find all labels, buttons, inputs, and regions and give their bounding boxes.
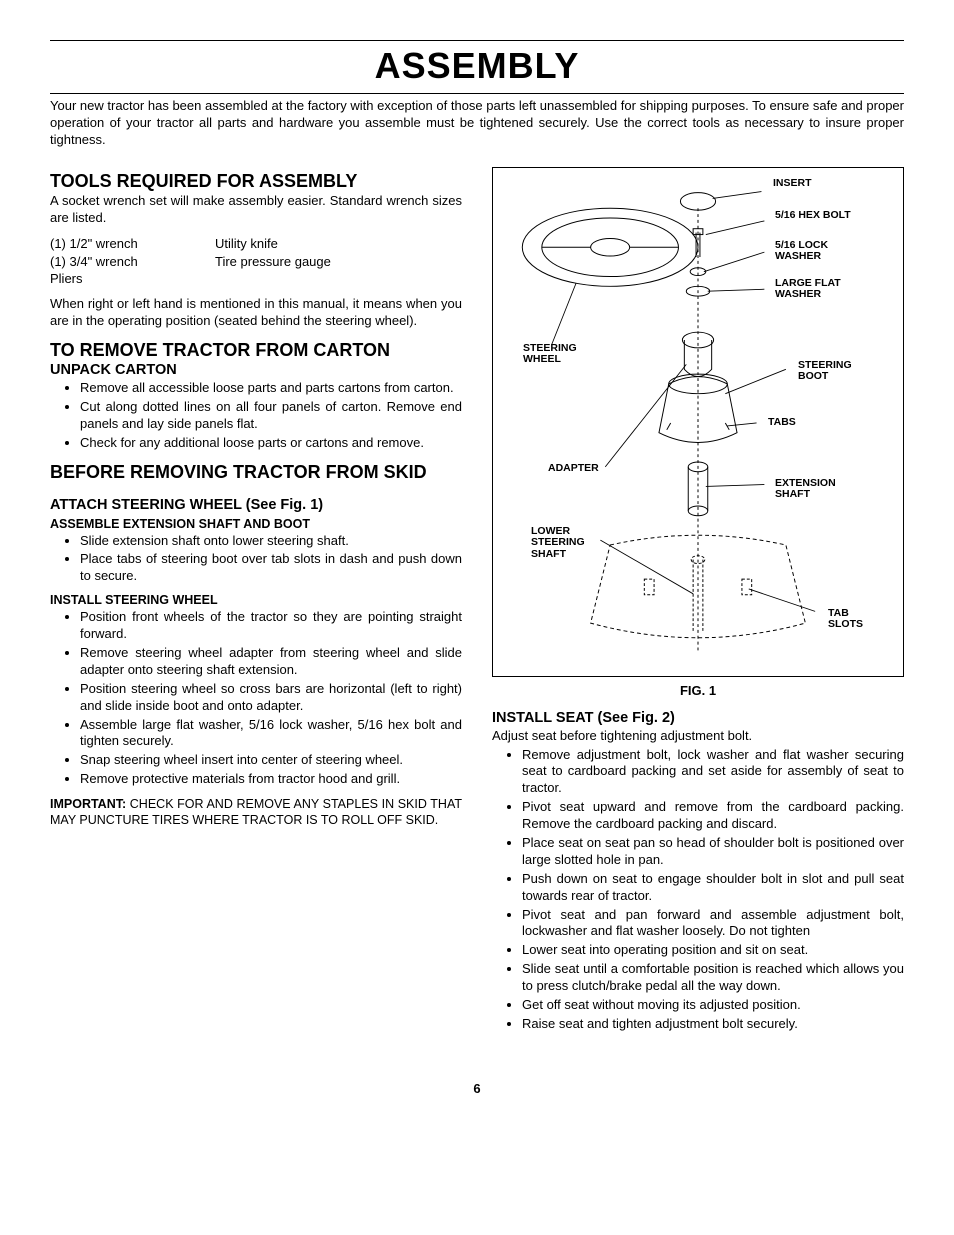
list-item: Place tabs of steering boot over tab slo… <box>80 551 462 585</box>
left-column: TOOLS REQUIRED FOR ASSEMBLY A socket wre… <box>50 161 462 1041</box>
before-heading: BEFORE REMOVING TRACTOR FROM SKID <box>50 462 462 483</box>
unpack-item: Check for any additional loose parts or … <box>80 435 462 452</box>
list-item: Pivot seat upward and remove from the ca… <box>522 799 904 833</box>
tool-right-1: Tire pressure gauge <box>215 253 462 271</box>
list-item: Raise seat and tighten adjustment bolt s… <box>522 1016 904 1033</box>
fig1-caption: FIG. 1 <box>492 683 904 698</box>
lbl-steering-boot: STEERING BOOT <box>798 360 852 383</box>
lbl-hex-bolt: 5/16 HEX BOLT <box>775 210 851 222</box>
tool-left-0: (1) 1/2" wrench <box>50 235 215 253</box>
list-item: Position front wheels of the tractor so … <box>80 609 462 643</box>
list-item: Remove protective materials from tractor… <box>80 771 462 788</box>
unpack-list: Remove all accessible loose parts and pa… <box>50 380 462 452</box>
page-title: ASSEMBLY <box>50 45 904 87</box>
list-item: Snap steering wheel insert into center o… <box>80 752 462 769</box>
important-note: IMPORTANT: CHECK FOR AND REMOVE ANY STAP… <box>50 796 462 829</box>
page-number: 6 <box>50 1081 904 1096</box>
install-wheel-heading: INSTALL STEERING WHEEL <box>50 593 462 607</box>
list-item: Assemble large flat washer, 5/16 lock wa… <box>80 717 462 751</box>
list-item: Push down on seat to engage shoulder bol… <box>522 871 904 905</box>
under-title-rule <box>50 93 904 94</box>
two-column-layout: TOOLS REQUIRED FOR ASSEMBLY A socket wre… <box>50 161 904 1041</box>
attach-heading: ATTACH STEERING WHEEL (See Fig. 1) <box>50 497 462 513</box>
install-seat-list: Remove adjustment bolt, lock washer and … <box>492 747 904 1033</box>
hand-note: When right or left hand is mentioned in … <box>50 296 462 330</box>
unpack-item: Cut along dotted lines on all four panel… <box>80 399 462 433</box>
lbl-tabs: TABS <box>768 417 796 429</box>
figure-1: INSERT 5/16 HEX BOLT 5/16 LOCK WASHER LA… <box>492 167 904 677</box>
top-rule <box>50 40 904 41</box>
list-item: Pivot seat and pan forward and assemble … <box>522 907 904 941</box>
lbl-tab-slots: TAB SLOTS <box>828 608 863 631</box>
list-item: Remove adjustment bolt, lock washer and … <box>522 747 904 798</box>
figure-1-svg <box>493 168 903 676</box>
remove-heading: TO REMOVE TRACTOR FROM CARTON <box>50 340 462 361</box>
lbl-flat-washer: LARGE FLAT WASHER <box>775 278 841 301</box>
right-column: INSERT 5/16 HEX BOLT 5/16 LOCK WASHER LA… <box>492 161 904 1041</box>
intro-text: Your new tractor has been assembled at t… <box>50 98 904 149</box>
lbl-lock-washer: 5/16 LOCK WASHER <box>775 240 828 263</box>
install-seat-intro: Adjust seat before tightening adjustment… <box>492 728 904 745</box>
list-item: Lower seat into operating position and s… <box>522 942 904 959</box>
install-seat-heading: INSTALL SEAT (See Fig. 2) <box>492 710 904 726</box>
unpack-heading: UNPACK CARTON <box>50 362 462 378</box>
lbl-adapter: ADAPTER <box>548 463 599 475</box>
list-item: Remove steering wheel adapter from steer… <box>80 645 462 679</box>
list-item: Place seat on seat pan so head of should… <box>522 835 904 869</box>
tools-heading: TOOLS REQUIRED FOR ASSEMBLY <box>50 171 462 192</box>
tool-left-2: Pliers <box>50 270 215 288</box>
lbl-insert: INSERT <box>773 178 812 190</box>
assemble-ext-list: Slide extension shaft onto lower steerin… <box>50 533 462 586</box>
lbl-ext-shaft: EXTENSION SHAFT <box>775 478 836 501</box>
tool-right-0: Utility knife <box>215 235 462 253</box>
list-item: Position steering wheel so cross bars ar… <box>80 681 462 715</box>
unpack-item: Remove all accessible loose parts and pa… <box>80 380 462 397</box>
list-item: Slide seat until a comfortable position … <box>522 961 904 995</box>
install-wheel-list: Position front wheels of the tractor so … <box>50 609 462 788</box>
lbl-lower-shaft: LOWER STEERING SHAFT <box>531 526 585 561</box>
tools-grid: (1) 1/2" wrench Utility knife (1) 3/4" w… <box>50 235 462 288</box>
tools-intro: A socket wrench set will make assembly e… <box>50 193 462 227</box>
tool-right-2 <box>215 270 462 288</box>
assemble-ext-heading: ASSEMBLE EXTENSION SHAFT AND BOOT <box>50 517 462 531</box>
list-item: Slide extension shaft onto lower steerin… <box>80 533 462 550</box>
lbl-steering-wheel: STEERING WHEEL <box>523 343 577 366</box>
list-item: Get off seat without moving its adjusted… <box>522 997 904 1014</box>
tool-left-1: (1) 3/4" wrench <box>50 253 215 271</box>
